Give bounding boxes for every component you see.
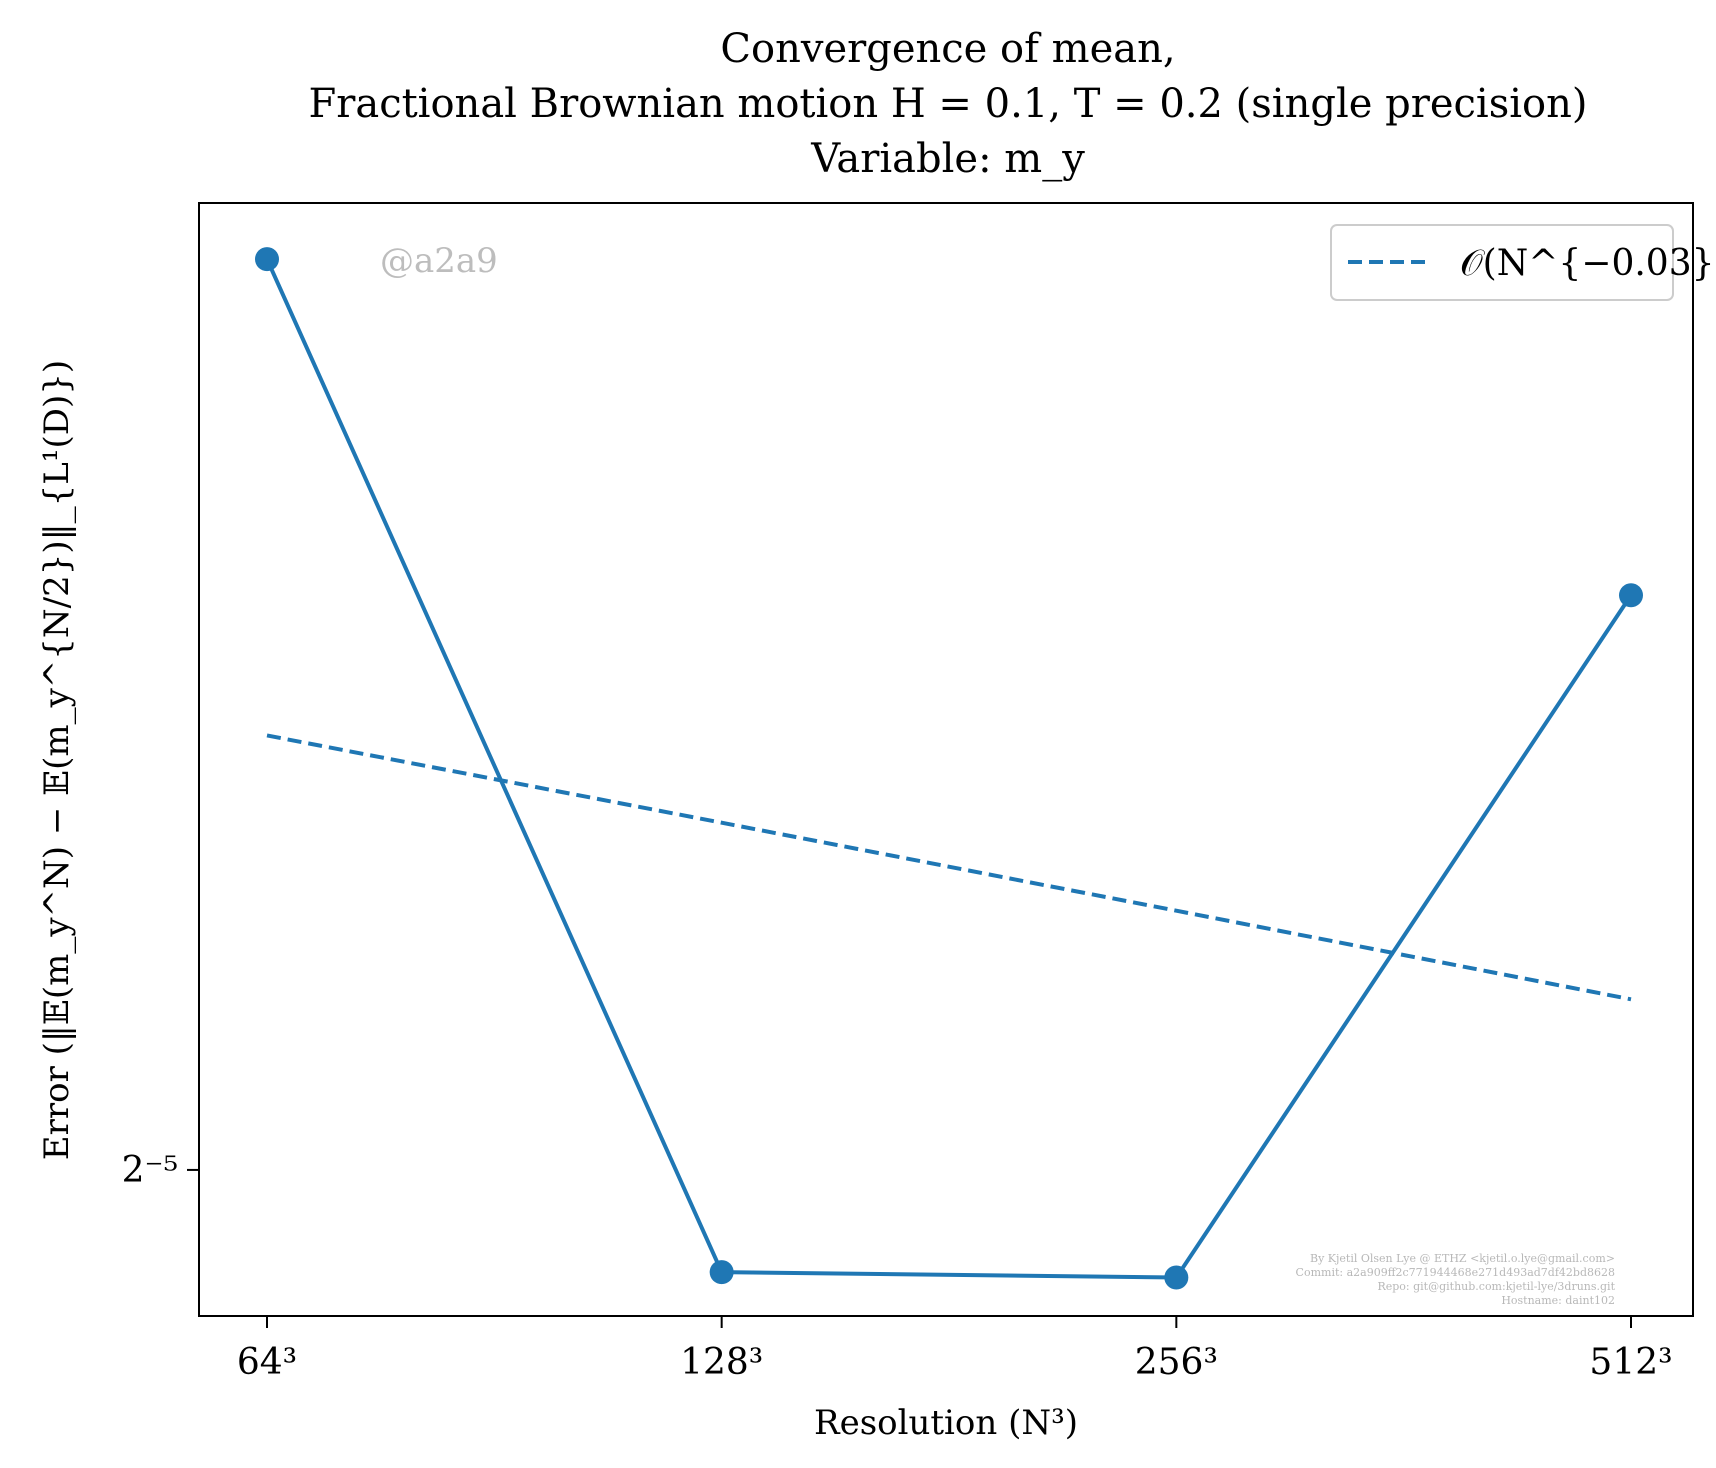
watermark: @a2a9 [380, 241, 498, 281]
y-tick-label: 2⁻⁵ [122, 1150, 178, 1191]
data-point [1619, 583, 1643, 608]
y-axis-label: Error (‖𝔼(m_y^N) − 𝔼(m_y^{N/2})‖_{L¹(D)}… [37, 360, 77, 1160]
legend: 𝒪(N^{−0.03}) [1330, 224, 1716, 301]
x-axis-label: Resolution (N³) [814, 1403, 1078, 1443]
legend-label: 𝒪(N^{−0.03}) [1460, 243, 1716, 284]
error-line [265, 258, 1633, 1280]
plot-area [198, 202, 1694, 1317]
chart-title-line-3: Variable: m_y [810, 136, 1085, 182]
x-tick-label: 512³ [1589, 1342, 1672, 1383]
footer-line-4: Hostname: daint102 [1501, 1294, 1615, 1307]
data-point [255, 247, 279, 272]
footer-line-3: Repo: git@github.com:kjetil-lye/3druns.g… [1377, 1280, 1615, 1293]
footer-line-1: By Kjetil Olsen Lye @ ETHZ <kjetil.o.lye… [1310, 1252, 1615, 1265]
series-layer [255, 247, 1643, 1290]
reference-line [266, 733, 1632, 1002]
data-point [1164, 1265, 1189, 1290]
x-tick-label: 256³ [1135, 1342, 1218, 1383]
x-tick-label: 128³ [680, 1342, 763, 1383]
footer-line-2: Commit: a2a909ff2c771944468e271d493ad7df… [1296, 1266, 1615, 1279]
data-point [709, 1260, 734, 1285]
legend-box [1330, 224, 1674, 301]
chart-title-line-2: Fractional Brownian motion H = 0.1, T = … [308, 81, 1587, 127]
chart-title-line-1: Convergence of mean, [720, 26, 1175, 72]
x-tick-label: 64³ [237, 1342, 297, 1383]
footer: By Kjetil Olsen Lye @ ETHZ <kjetil.o.lye… [1296, 1252, 1616, 1307]
x-ticks: 64³ 128³ 256³ 512³ [237, 1316, 1673, 1383]
